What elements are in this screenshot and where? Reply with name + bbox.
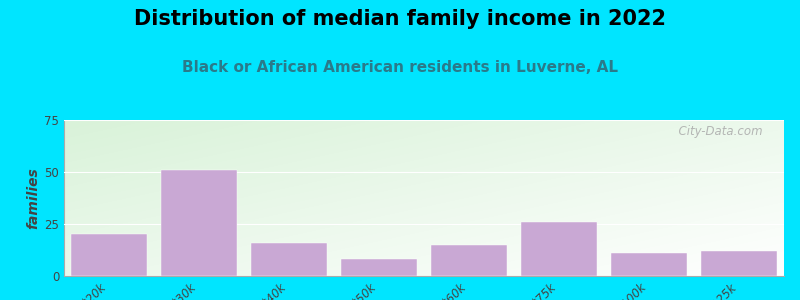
Bar bbox=[610, 253, 687, 276]
Y-axis label: families: families bbox=[26, 167, 40, 229]
Text: Black or African American residents in Luverne, AL: Black or African American residents in L… bbox=[182, 60, 618, 75]
Text: Distribution of median family income in 2022: Distribution of median family income in … bbox=[134, 9, 666, 29]
Bar bbox=[161, 170, 238, 276]
Bar bbox=[430, 245, 507, 276]
Text: City-Data.com: City-Data.com bbox=[670, 125, 762, 138]
Bar bbox=[250, 243, 327, 276]
Bar bbox=[521, 222, 598, 276]
Bar bbox=[701, 251, 778, 276]
Bar bbox=[341, 260, 418, 276]
Bar bbox=[70, 234, 147, 276]
